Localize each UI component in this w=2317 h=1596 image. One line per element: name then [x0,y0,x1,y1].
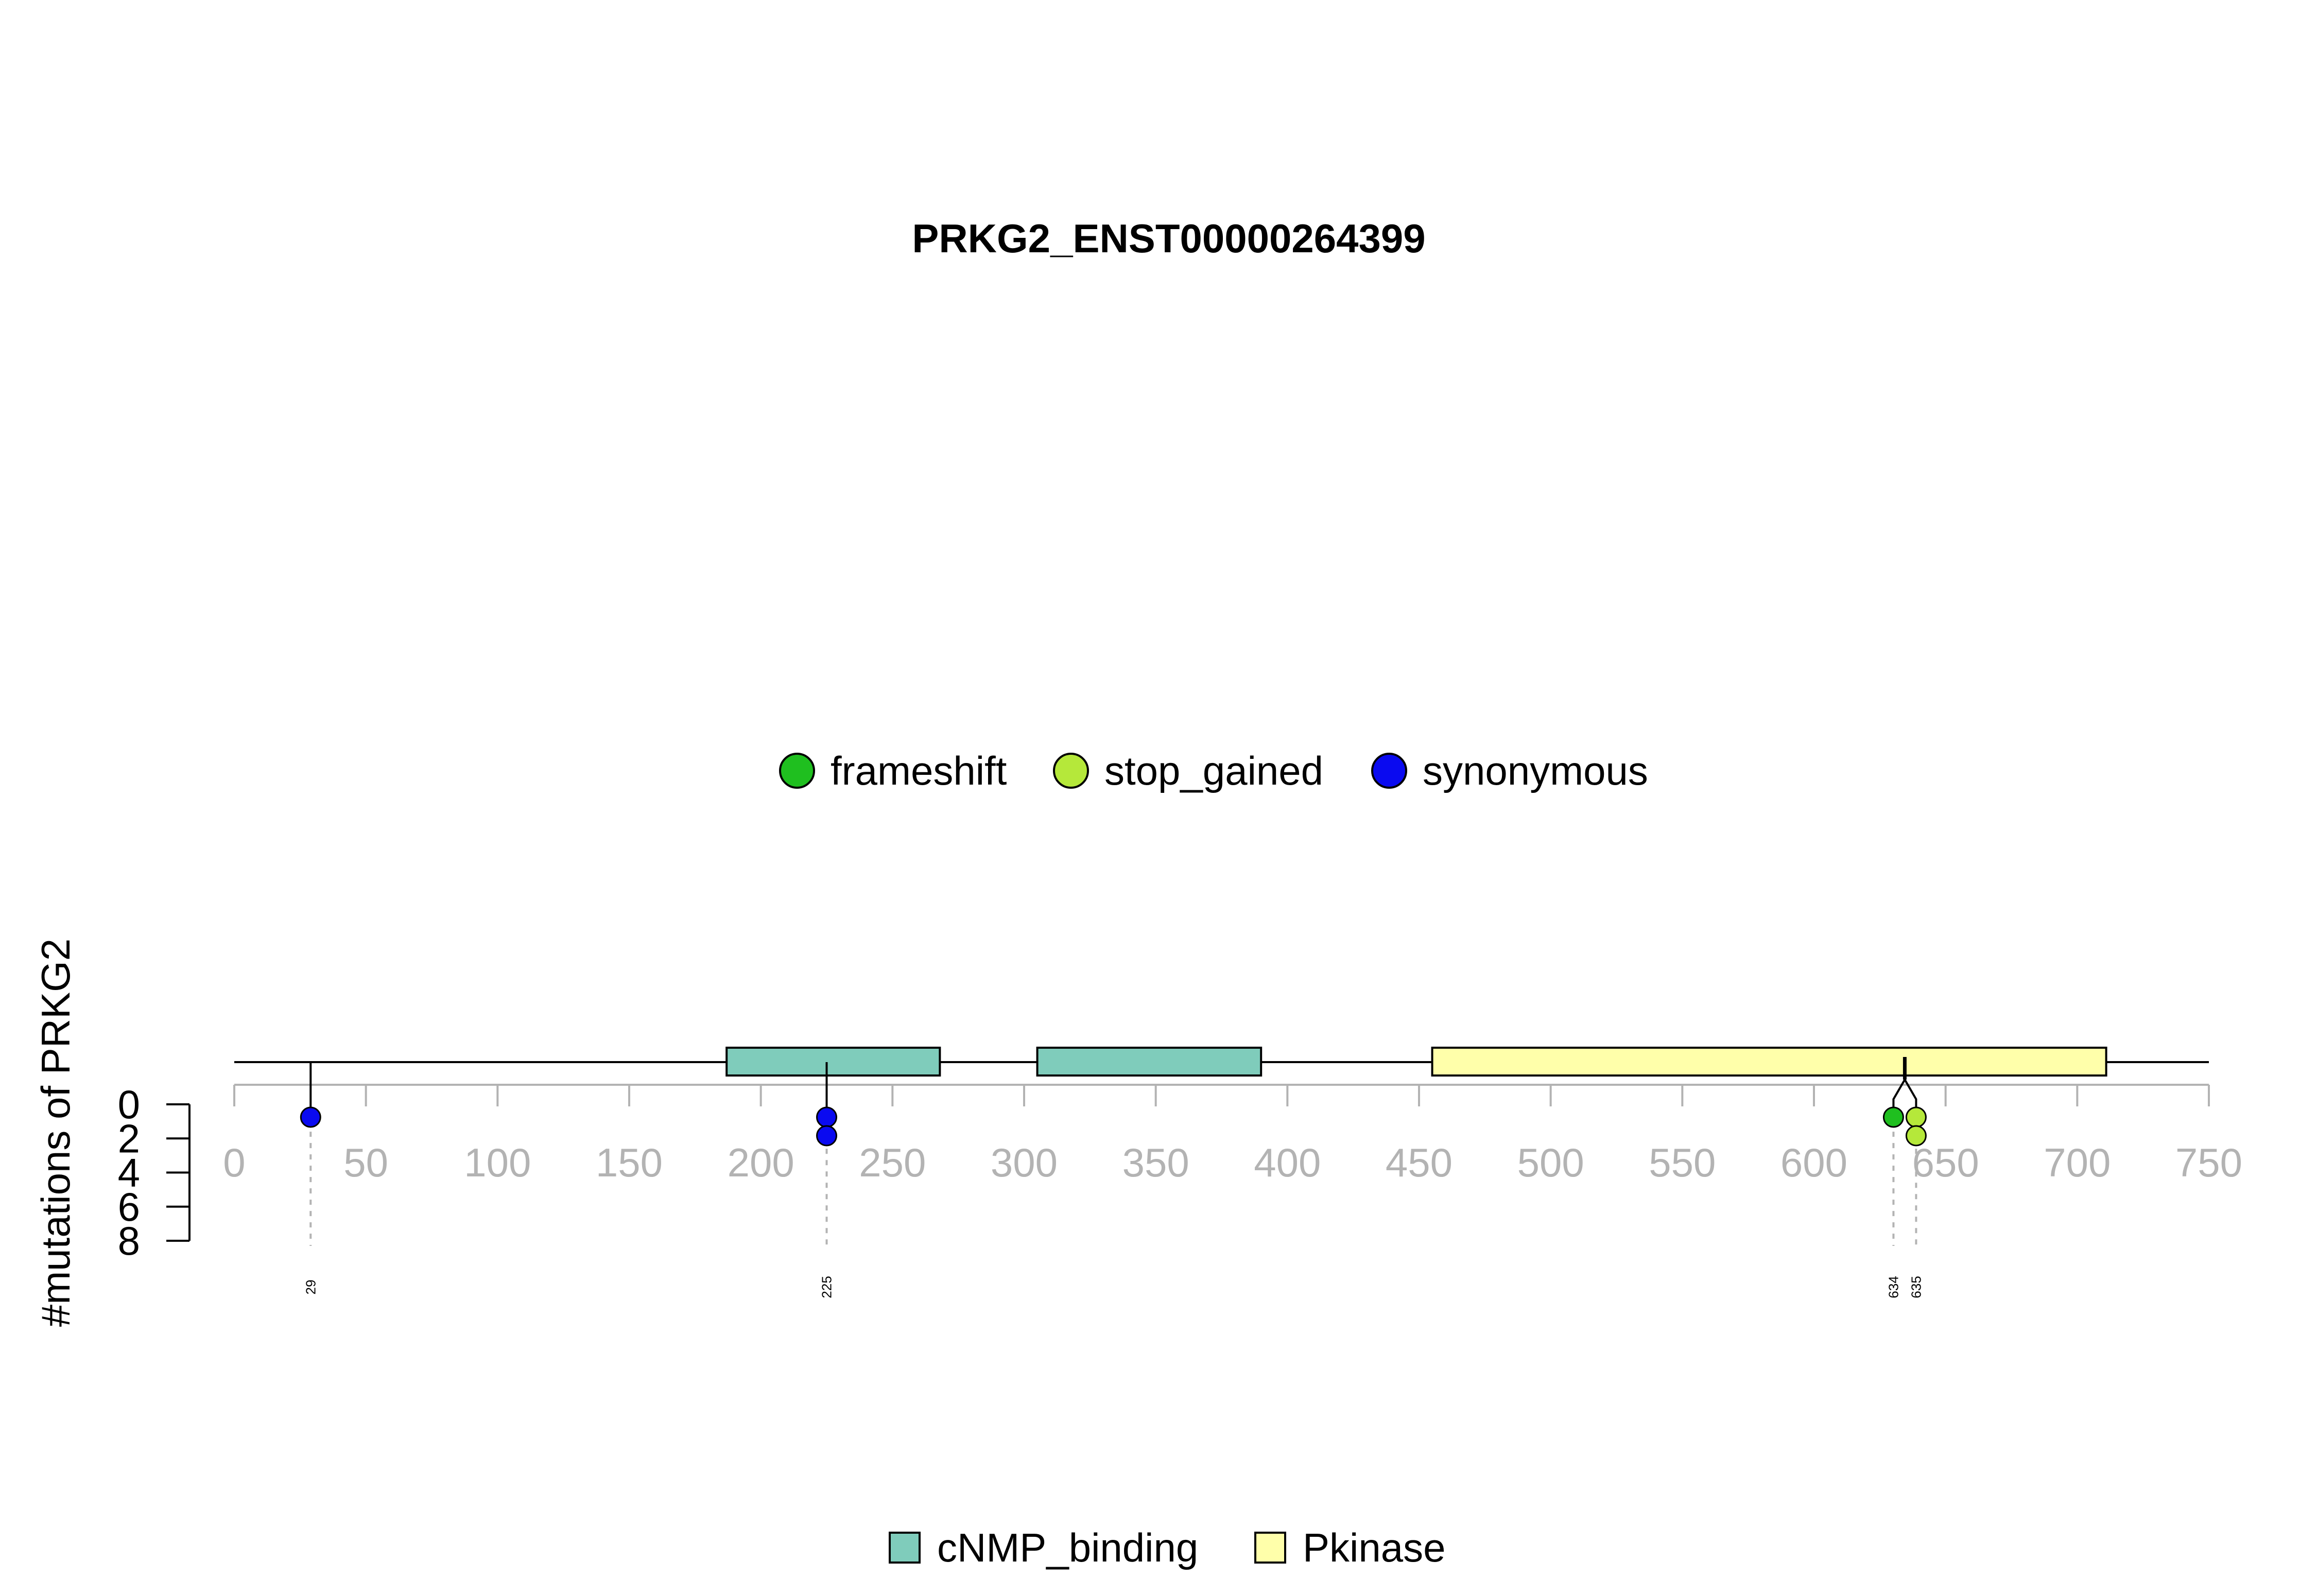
legend-label-stop_gained: stop_gained [1104,748,1323,793]
y-tick-label-8: 8 [118,1218,140,1263]
y-tick-label-4: 4 [118,1150,140,1195]
x-tick-label-500: 500 [1517,1140,1584,1185]
plot-area: 0 50 100 150 200 250 300 350 400 450 500 550 600 650 7… [118,1047,2242,1298]
mutation-position-label-635: 635 [1908,1276,1924,1298]
x-tick-label-0: 0 [223,1140,245,1185]
legend-label-frameshift: frameshift [831,748,1007,793]
x-tick-label-100: 100 [464,1140,531,1185]
mutation-point-634-1 [1882,1106,1904,1128]
domain-legend-label-Pkinase: Pkinase [1303,1525,1446,1570]
y-tick-label-6: 6 [118,1184,140,1229]
domain-cNMP_binding-0 [725,1047,941,1077]
x-tick-label-400: 400 [1254,1140,1321,1185]
legend-marker-stop_gained [1053,753,1089,789]
domain-Pkinase-2 [1431,1047,2107,1077]
x-tick-label-350: 350 [1122,1140,1189,1185]
y-tick-label-2: 2 [118,1116,140,1161]
mutation-point-225-2 [816,1125,837,1147]
x-tick-label-450: 450 [1386,1140,1453,1185]
x-tick-label-700: 700 [2044,1140,2111,1185]
legend-marker-frameshift [779,753,815,789]
mutation-point-635-1 [1905,1106,1927,1128]
mutation-legend: frameshift stop_gained synonymous [779,748,1648,793]
mutation-position-label-29: 29 [303,1280,318,1295]
mutation-point-225-1 [816,1106,837,1128]
x-tick-label-50: 50 [343,1140,388,1185]
legend-marker-synonymous [1371,753,1407,789]
mutation-point-29-1 [300,1106,321,1128]
x-tick-label-600: 600 [1780,1140,1847,1185]
y-axis-label: #mutations of PRKG2 [33,939,78,1327]
chart-title: PRKG2_ENST00000264399 [912,216,1425,261]
mutation-position-label-634: 634 [1886,1276,1901,1298]
domain-legend: cNMP_binding Pkinase [889,1525,1446,1570]
x-tick-label-750: 750 [2175,1140,2242,1185]
x-tick-label-150: 150 [596,1140,663,1185]
legend-label-synonymous: synonymous [1423,748,1648,793]
domain-legend-swatch-cNMP_binding [889,1532,921,1564]
domain-legend-label-cNMP_binding: cNMP_binding [937,1525,1198,1570]
x-tick-label-300: 300 [991,1140,1058,1185]
mutation-point-635-2 [1905,1125,1927,1147]
domain-cNMP_binding-1 [1036,1047,1263,1077]
x-tick-label-250: 250 [859,1140,926,1185]
x-tick-label-200: 200 [728,1140,794,1185]
domain-legend-swatch-Pkinase [1254,1532,1286,1564]
x-tick-label-650: 650 [1912,1140,1979,1185]
mutation-position-label-225: 225 [819,1276,835,1298]
x-tick-label-550: 550 [1649,1140,1716,1185]
y-tick-label-0: 0 [118,1082,140,1127]
